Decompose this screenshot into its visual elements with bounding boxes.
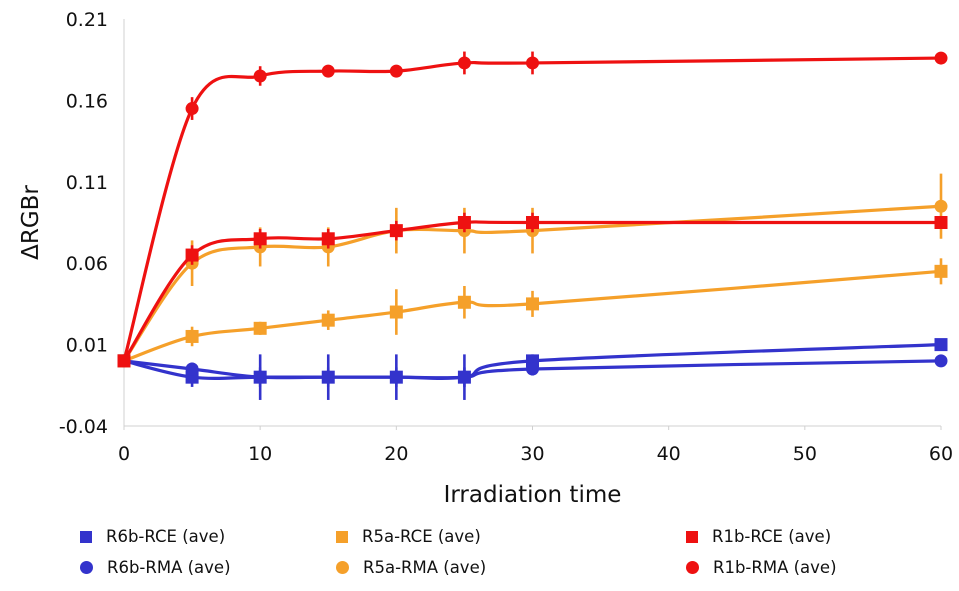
y-tick-label: 0.06 [66,253,108,275]
x-tick-label: 20 [384,443,408,465]
data-point-circle [457,370,471,384]
data-point-circle [185,102,199,116]
data-point-square [934,264,948,278]
y-tick-label: -0.04 [59,416,108,438]
legend-item: R6b-RCE (ave) [80,527,225,546]
legend-label: R1b-RCE (ave) [712,527,832,546]
x-tick-label: 30 [520,443,544,465]
legend-marker-square-icon [80,530,92,543]
y-tick-label: 0.16 [66,90,108,112]
data-point-square [321,232,335,246]
y-tick-label: 0.01 [66,335,108,357]
y-tick-label: 0.11 [66,172,108,194]
y-axis-label: ΔRGBr [18,185,44,260]
x-tick-label: 10 [248,443,272,465]
legend-item: R1b-RCE (ave) [686,527,831,546]
legend-marker-circle-icon [686,561,699,574]
legend-label: R5a-RMA (ave) [363,558,487,577]
legend-item: R5a-RCE (ave) [336,527,481,546]
x-tick-label: 40 [657,443,681,465]
data-point-circle [117,354,131,368]
data-point-circle [253,69,267,83]
data-point-square [185,248,199,262]
data-point-square [457,295,471,309]
legend-label: R5a-RCE (ave) [362,527,481,546]
series-line [122,269,943,363]
axes: -0.04 0.01 0.06 0.11 0.16 0.21 0 10 20 30 40 50 60 [59,9,953,465]
data-point-square [526,216,539,229]
series-r5a-rce [117,258,948,368]
data-point-square [934,338,948,352]
data-point-circle [934,354,948,368]
data-point-circle [526,56,539,70]
data-point-square [389,305,403,319]
data-point-square [934,216,948,229]
data-point-circle [934,51,948,65]
data-point-square [185,329,199,343]
data-point-circle [457,56,471,70]
data-point-circle [389,370,403,384]
x-axis-label: Irradiation time [444,482,622,508]
data-point-square [526,297,539,311]
series-line [122,359,943,380]
data-point-square [457,216,471,229]
series-r1b-rma [117,51,948,368]
series-line [122,56,943,363]
legend-label: R6b-RMA (ave) [107,558,231,577]
x-tick-label: 50 [793,443,817,465]
data-point-circle [389,64,403,78]
data-point-square [389,224,403,238]
data-point-circle [321,370,335,384]
series-r5a-rma [117,173,948,368]
legend-item: R5a-RMA (ave) [336,558,486,577]
legend-marker-square-icon [336,530,348,543]
line-chart: -0.04 0.01 0.06 0.11 0.16 0.21 0 10 20 30 40 50 60 I… [18,9,953,508]
legend-label: R6b-RCE (ave) [106,527,226,546]
data-point-circle [321,64,335,78]
legend-label: R1b-RMA (ave) [713,558,837,577]
legend-marker-circle-icon [80,561,93,574]
legend-marker-square-icon [686,530,698,543]
legend-item: R6b-RMA (ave) [80,558,231,577]
data-point-circle [185,362,199,376]
y-tick-label: 0.21 [66,9,108,31]
x-tick-label: 0 [118,443,130,465]
data-point-circle [253,370,267,384]
data-point-square [253,321,267,335]
data-point-square [321,313,335,327]
series-layer [117,51,948,400]
legend-marker-circle-icon [336,561,349,574]
x-tick-label: 60 [929,443,953,465]
data-point-square [253,232,267,246]
data-point-circle [934,199,948,213]
series-r6b-rma [117,354,948,387]
legend-item: R1b-RMA (ave) [686,558,837,577]
data-point-circle [526,362,539,376]
